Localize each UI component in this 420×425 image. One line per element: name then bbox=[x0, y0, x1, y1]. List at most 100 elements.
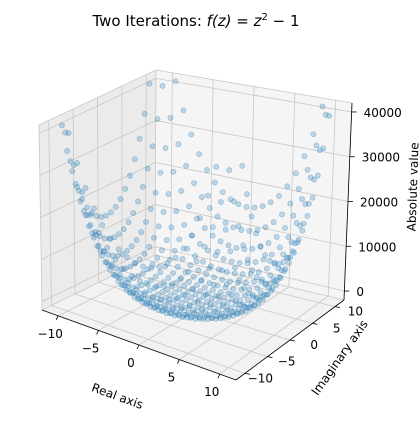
z-axis-label: Absolute value bbox=[404, 142, 420, 231]
x-tick-label: 5 bbox=[168, 371, 176, 385]
data-point bbox=[151, 285, 158, 292]
data-point bbox=[140, 263, 147, 270]
data-point bbox=[215, 306, 222, 313]
data-point bbox=[95, 242, 102, 249]
data-point bbox=[238, 309, 245, 316]
data-point bbox=[65, 130, 72, 136]
data-point bbox=[249, 267, 256, 274]
data-point bbox=[103, 259, 110, 266]
data-point bbox=[208, 315, 215, 321]
data-point bbox=[224, 300, 231, 306]
data-point bbox=[135, 198, 141, 205]
data-point bbox=[295, 186, 302, 192]
data-point bbox=[224, 306, 231, 313]
data-point bbox=[181, 221, 188, 228]
data-point bbox=[233, 310, 240, 317]
data-point bbox=[134, 283, 140, 290]
data-point bbox=[311, 176, 318, 183]
data-point bbox=[146, 299, 153, 306]
data-point bbox=[253, 230, 259, 237]
data-point bbox=[229, 309, 236, 316]
data-point bbox=[138, 282, 145, 289]
data-point bbox=[262, 280, 269, 287]
data-point bbox=[252, 302, 258, 308]
data-point bbox=[235, 305, 242, 312]
data-point bbox=[120, 265, 127, 272]
data-point bbox=[120, 282, 126, 288]
data-point bbox=[180, 311, 187, 318]
data-point bbox=[92, 229, 99, 235]
data-point bbox=[103, 212, 110, 219]
data-point bbox=[207, 301, 214, 308]
data-point bbox=[160, 307, 167, 314]
data-point bbox=[197, 241, 203, 247]
data-point bbox=[190, 286, 196, 293]
data-point bbox=[171, 247, 178, 254]
data-point bbox=[168, 310, 175, 317]
data-point bbox=[217, 315, 224, 322]
y-tick-mark bbox=[312, 322, 318, 325]
data-point bbox=[194, 215, 200, 222]
data-point bbox=[166, 299, 172, 306]
data-point bbox=[173, 208, 180, 215]
data-point bbox=[201, 243, 208, 250]
data-point bbox=[167, 310, 173, 316]
z-tick-label: 40000 bbox=[364, 106, 402, 120]
data-point bbox=[172, 309, 179, 316]
data-point bbox=[189, 313, 195, 320]
data-point bbox=[238, 286, 245, 293]
x-axis-label: Real axis bbox=[90, 380, 145, 412]
title-prefix: Two Iterations: bbox=[91, 12, 206, 30]
data-point bbox=[280, 259, 287, 265]
data-point bbox=[151, 304, 157, 311]
data-point bbox=[184, 314, 191, 321]
data-point bbox=[162, 263, 169, 270]
data-point bbox=[128, 243, 135, 250]
y-tick-mark bbox=[289, 339, 296, 342]
data-point bbox=[156, 282, 162, 289]
data-point bbox=[307, 174, 314, 181]
data-point bbox=[268, 287, 275, 294]
data-point bbox=[216, 298, 223, 304]
data-point bbox=[105, 262, 112, 268]
x-tick-mark bbox=[55, 315, 59, 321]
data-point bbox=[272, 278, 278, 284]
y-tick-label: 5 bbox=[333, 321, 341, 335]
data-point bbox=[157, 169, 164, 176]
data-point bbox=[194, 304, 201, 311]
data-point bbox=[236, 260, 243, 266]
data-point bbox=[230, 285, 237, 292]
data-point bbox=[186, 303, 193, 309]
data-point bbox=[144, 165, 151, 172]
x-tick-label: −10 bbox=[38, 327, 63, 341]
data-point bbox=[153, 299, 160, 305]
data-point bbox=[215, 293, 222, 300]
data-point bbox=[270, 219, 277, 226]
z-tick-label: 10000 bbox=[358, 240, 396, 254]
data-point bbox=[301, 153, 308, 160]
data-point bbox=[246, 228, 253, 234]
data-point bbox=[144, 300, 151, 307]
data-point bbox=[297, 222, 304, 229]
data-point bbox=[223, 307, 230, 314]
data-point bbox=[203, 271, 210, 278]
data-point bbox=[280, 251, 287, 258]
data-point bbox=[152, 273, 159, 280]
data-point bbox=[213, 292, 220, 299]
data-point bbox=[227, 196, 234, 203]
data-point bbox=[277, 275, 284, 281]
data-point bbox=[305, 200, 312, 207]
data-point bbox=[131, 156, 138, 163]
data-point bbox=[186, 278, 192, 285]
data-point bbox=[168, 224, 175, 231]
data-point bbox=[257, 243, 264, 250]
data-point bbox=[243, 204, 250, 210]
data-point bbox=[184, 245, 191, 252]
data-point bbox=[228, 258, 235, 265]
data-point bbox=[187, 314, 194, 321]
data-point bbox=[285, 234, 292, 240]
y-tick-label: −10 bbox=[248, 371, 273, 385]
data-point bbox=[201, 225, 208, 232]
data-point bbox=[221, 313, 227, 320]
